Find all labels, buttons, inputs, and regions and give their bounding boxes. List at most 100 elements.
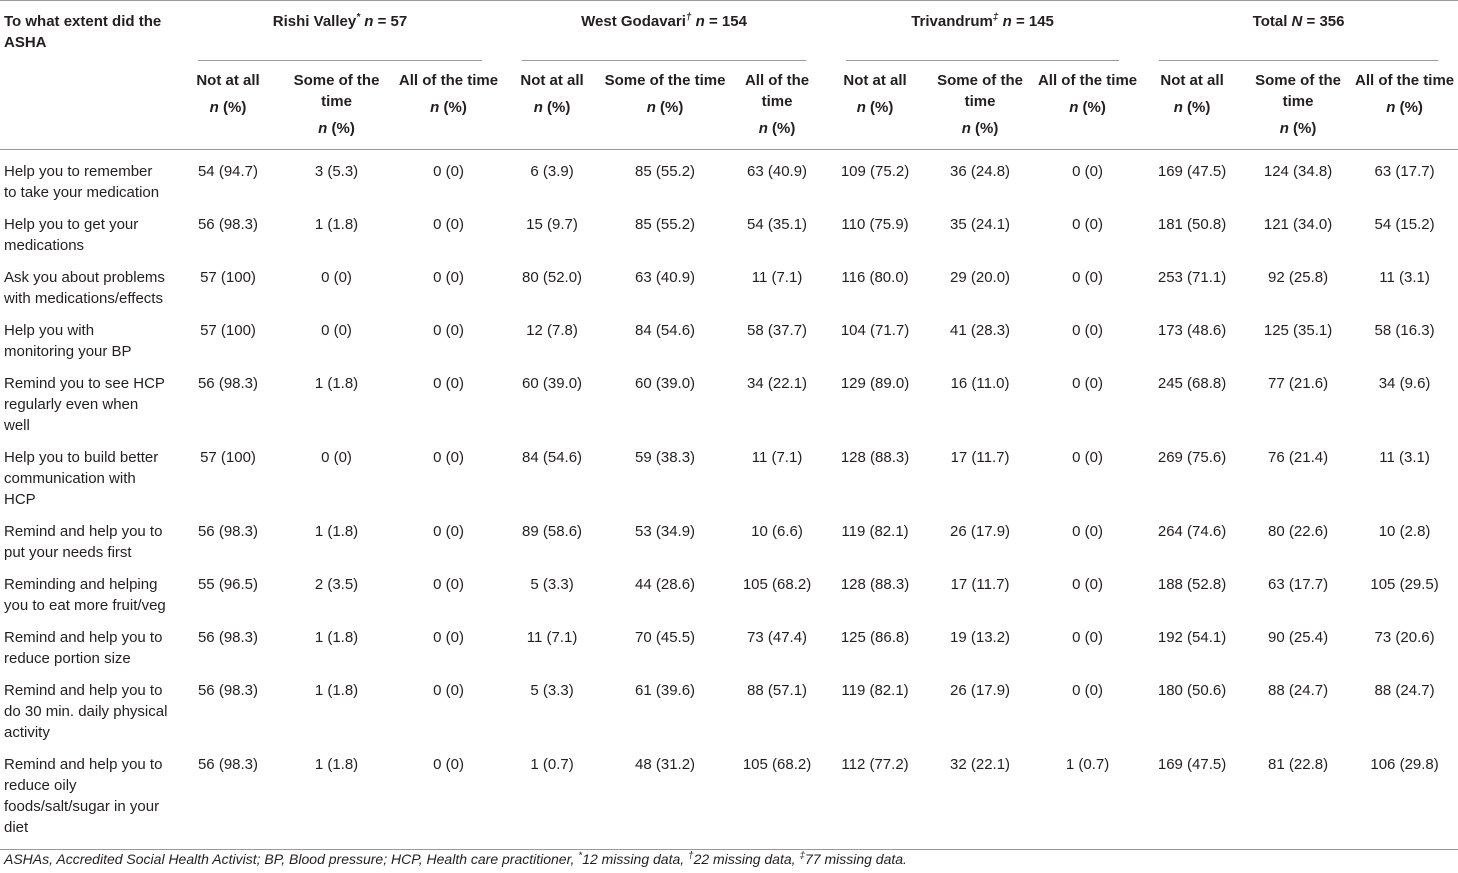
group-name: Total — [1252, 13, 1292, 30]
table-cell: 1 (1.8) — [314, 216, 359, 233]
table-cell: 2 (3.5) — [314, 576, 359, 593]
sub-header-cell: Some of the time n (%) — [1245, 61, 1351, 150]
table-cell: 54 (15.2) — [1374, 216, 1435, 233]
table-cell: 105 (29.5) — [1370, 576, 1439, 593]
table-cell: 128 (88.3) — [840, 449, 910, 466]
table-cell: 121 (34.0) — [1263, 216, 1333, 233]
table-cell: 60 (39.0) — [635, 375, 696, 392]
npct-label: n (%) — [1139, 97, 1245, 118]
table-cell: 54 (35.1) — [747, 216, 808, 233]
table-cell: 0 (0) — [1072, 163, 1103, 180]
npct-label: n (%) — [826, 97, 924, 118]
npct-n: n — [430, 98, 440, 116]
table-cell: 0 (0) — [433, 322, 464, 339]
table-cell: 17 (11.7) — [950, 449, 1010, 466]
table-row: Remind you to see HCP regularly even whe… — [0, 362, 1458, 436]
table-cell: 17 (11.7) — [950, 576, 1010, 593]
table-cell: 119 (82.1) — [841, 523, 909, 540]
table-cell: 59 (38.3) — [635, 449, 696, 466]
table-cell: 1 (1.8) — [314, 682, 359, 699]
npct-label: n (%) — [1036, 97, 1139, 118]
sub-header-label: Not at all — [1160, 71, 1224, 89]
table-cell: 81 (22.8) — [1268, 756, 1329, 773]
table-cell: 264 (74.6) — [1157, 523, 1227, 540]
npct-label: n (%) — [278, 118, 395, 139]
sub-header-label: Some of the time — [293, 71, 380, 110]
table-cell: 76 (21.4) — [1268, 449, 1329, 466]
data-table: To what extent did the ASHA Rishi Valley… — [0, 0, 1458, 850]
group-mark: * — [356, 12, 361, 23]
table-cell: 48 (31.2) — [635, 756, 696, 773]
row-label: Remind and help you to do 30 min. daily … — [4, 682, 168, 741]
table-cell: 180 (50.6) — [1157, 682, 1227, 699]
group-n-text: = 356 — [1302, 13, 1345, 30]
npct-label: n (%) — [502, 97, 602, 118]
group-header-west-godavari: West Godavari† n = 154 — [502, 1, 826, 61]
table-cell: 56 (98.3) — [197, 375, 259, 392]
table-cell: 56 (98.3) — [197, 682, 259, 699]
header-sub-row: Not at all n (%) Some of the time n (%) All … — [0, 61, 1458, 150]
table-cell: 58 (37.7) — [747, 322, 808, 339]
sub-header-label: All of the time — [398, 71, 499, 89]
table-row: Remind and help you to reduce oily foods… — [0, 743, 1458, 850]
row-label: Help you with monitoring your BP — [4, 322, 132, 360]
npct-label: n (%) — [1245, 118, 1351, 139]
table-cell: 73 (47.4) — [747, 629, 808, 646]
footnote-text-1: 12 missing data, — [582, 851, 689, 867]
table-row: Ask you about problems with medications/… — [0, 256, 1458, 309]
table-cell: 125 (86.8) — [840, 629, 910, 646]
sub-header-label: All of the time — [1354, 71, 1455, 89]
group-name: West Godavari — [581, 13, 686, 30]
group-name: Rishi Valley — [272, 13, 357, 30]
table-row: Remind and help you to do 30 min. daily … — [0, 669, 1458, 743]
table-cell: 125 (35.1) — [1263, 322, 1333, 339]
table-cell: 57 (100) — [200, 322, 256, 339]
table-cell: 3 (5.3) — [314, 163, 359, 180]
table-cell: 41 (28.3) — [950, 322, 1011, 339]
table-cell: 0 (0) — [321, 449, 352, 466]
table-cell: 57 (100) — [200, 269, 256, 286]
table-cell: 0 (0) — [321, 269, 352, 286]
sub-header-label: Not at all — [196, 71, 260, 89]
row-label: Help you to build better communication w… — [4, 449, 159, 508]
table-cell: 53 (34.9) — [635, 523, 696, 540]
sub-header-cell: Not at all n (%) — [178, 61, 278, 150]
sub-header-cell: All of the time n (%) — [1351, 61, 1458, 150]
row-label: Reminding and helping you to eat more fr… — [4, 576, 166, 614]
table-cell: 192 (54.1) — [1157, 629, 1227, 646]
sub-header-label: Some of the time — [604, 71, 726, 89]
table-cell: 16 (11.0) — [950, 375, 1010, 392]
table-cell: 34 (22.1) — [747, 375, 808, 392]
row-label: Remind and help you to reduce oily foods… — [4, 756, 163, 836]
npct-pct: (%) — [970, 119, 999, 137]
footnote-text-3: 77 missing data. — [805, 851, 907, 867]
table-row: Remind and help you to reduce portion si… — [0, 616, 1458, 669]
table-cell: 0 (0) — [433, 449, 464, 466]
table-cell: 85 (55.2) — [635, 163, 696, 180]
sub-header-label: All of the time — [744, 71, 810, 110]
sub-header-cell: Not at all n (%) — [826, 61, 924, 150]
table-cell: 124 (34.8) — [1263, 163, 1333, 180]
table-cell: 88 (57.1) — [747, 682, 808, 699]
table-cell: 73 (20.6) — [1374, 629, 1435, 646]
table-cell: 15 (9.7) — [526, 216, 578, 233]
table-cell: 56 (98.3) — [197, 629, 259, 646]
table-cell: 245 (68.8) — [1157, 375, 1227, 392]
table-cell: 0 (0) — [433, 163, 464, 180]
table-cell: 60 (39.0) — [522, 375, 583, 392]
table-body: Help you to remember to take your medica… — [0, 150, 1458, 850]
row-label: Remind and help you to reduce portion si… — [4, 629, 163, 667]
npct-label: n (%) — [178, 97, 278, 118]
npct-n: n — [1279, 119, 1289, 137]
table-cell: 173 (48.6) — [1157, 322, 1227, 339]
table-cell: 0 (0) — [1072, 629, 1103, 646]
table-cell: 63 (40.9) — [747, 163, 808, 180]
table-cell: 0 (0) — [433, 576, 464, 593]
group-n-label: n — [364, 13, 374, 30]
table-cell: 0 (0) — [433, 629, 464, 646]
npct-n: n — [1173, 98, 1183, 116]
table-cell: 0 (0) — [433, 682, 464, 699]
table-cell: 1 (1.8) — [314, 629, 359, 646]
group-header-trivandrum: Trivandrum‡ n = 145 — [826, 1, 1139, 61]
sub-header-cell: Some of the time n (%) — [602, 61, 728, 150]
